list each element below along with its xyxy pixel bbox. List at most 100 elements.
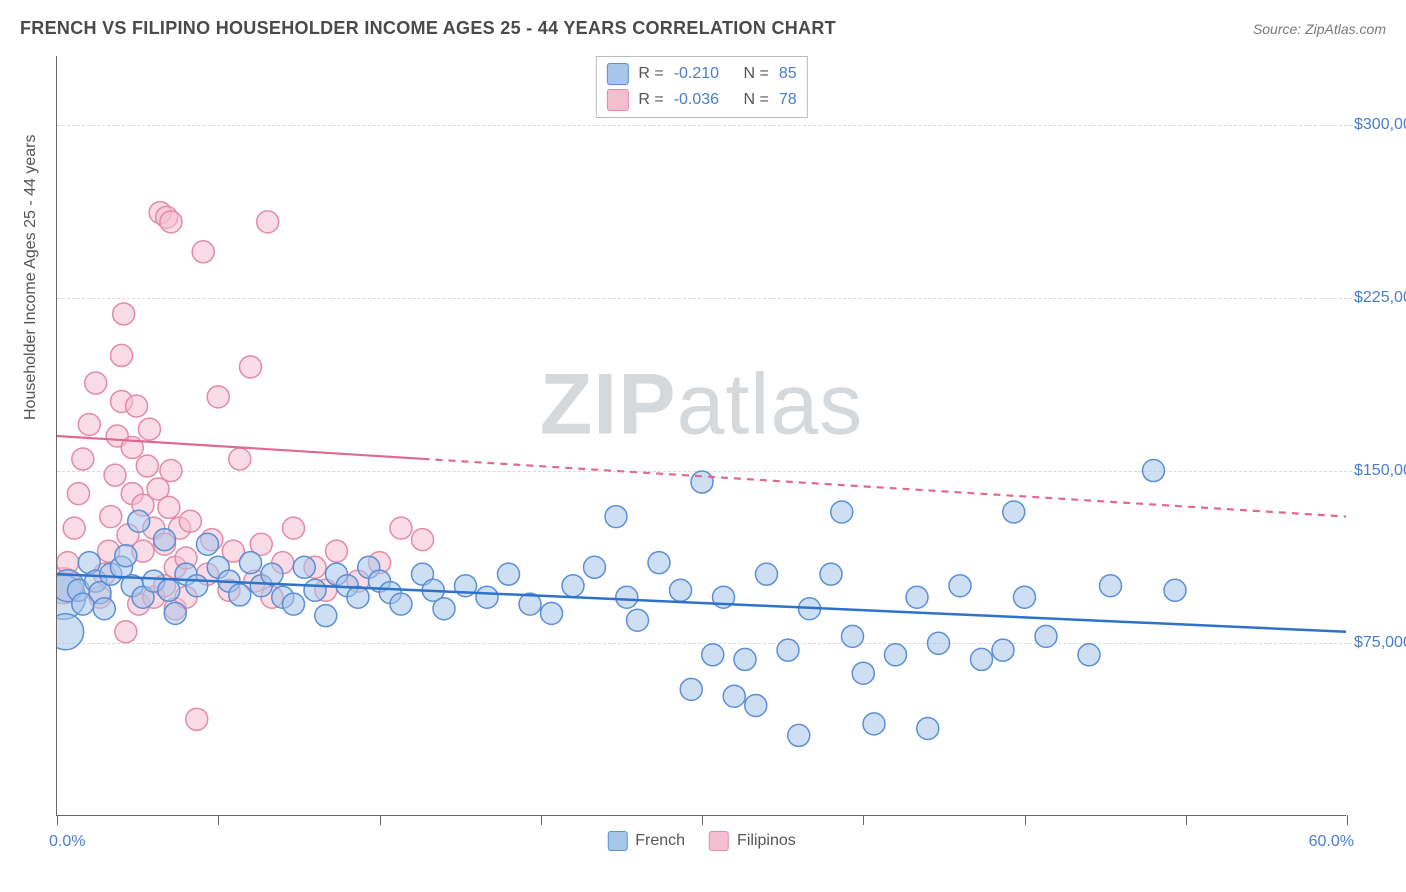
- data-point: [1164, 579, 1186, 601]
- trend-line-dashed: [423, 459, 1347, 517]
- data-point: [390, 517, 412, 539]
- y-tick-label: $75,000: [1354, 634, 1406, 652]
- legend-row-french: R = -0.210 N = 85: [606, 61, 796, 87]
- data-point: [158, 496, 180, 518]
- data-point: [433, 598, 455, 620]
- swatch-icon: [607, 831, 627, 851]
- data-point: [412, 529, 434, 551]
- y-tick-label: $300,000: [1354, 116, 1406, 134]
- data-point: [261, 563, 283, 585]
- data-point: [240, 356, 262, 378]
- legend-item-filipinos: Filipinos: [709, 831, 796, 851]
- data-point: [605, 506, 627, 528]
- x-tick: [380, 815, 381, 825]
- data-point: [648, 552, 670, 574]
- data-point: [541, 602, 563, 624]
- data-point: [691, 471, 713, 493]
- data-point: [971, 648, 993, 670]
- x-tick: [1347, 815, 1348, 825]
- data-point: [158, 579, 180, 601]
- data-point: [842, 625, 864, 647]
- n-value: 85: [779, 65, 797, 83]
- data-point: [820, 563, 842, 585]
- data-point: [616, 586, 638, 608]
- data-point: [164, 602, 186, 624]
- x-tick: [541, 815, 542, 825]
- data-point: [63, 517, 85, 539]
- data-point: [734, 648, 756, 670]
- data-point: [186, 708, 208, 730]
- data-point: [476, 586, 498, 608]
- chart-title: FRENCH VS FILIPINO HOUSEHOLDER INCOME AG…: [20, 18, 836, 39]
- data-point: [390, 593, 412, 615]
- data-point: [207, 386, 229, 408]
- data-point: [745, 694, 767, 716]
- x-tick: [863, 815, 864, 825]
- data-point: [928, 632, 950, 654]
- legend-row-filipinos: R = -0.036 N = 78: [606, 87, 796, 113]
- data-point: [906, 586, 928, 608]
- data-point: [57, 614, 84, 650]
- data-point: [104, 464, 126, 486]
- data-point: [723, 685, 745, 707]
- data-point: [186, 575, 208, 597]
- data-point: [326, 540, 348, 562]
- y-tick-label: $150,000: [1354, 462, 1406, 480]
- x-tick: [1186, 815, 1187, 825]
- data-point: [138, 418, 160, 440]
- data-point: [113, 303, 135, 325]
- data-point: [1003, 501, 1025, 523]
- data-point: [160, 211, 182, 233]
- data-point: [160, 460, 182, 482]
- data-point: [192, 241, 214, 263]
- x-tick: [57, 815, 58, 825]
- legend-item-french: French: [607, 831, 685, 851]
- data-point: [852, 662, 874, 684]
- r-value: -0.036: [674, 91, 719, 109]
- data-point: [992, 639, 1014, 661]
- swatch-icon: [606, 89, 628, 111]
- trend-line: [57, 574, 1346, 632]
- data-point: [283, 517, 305, 539]
- data-point: [917, 717, 939, 739]
- data-point: [111, 344, 133, 366]
- plot-area: ZIPatlas $75,000$150,000$225,000$300,000…: [56, 56, 1346, 816]
- data-point: [949, 575, 971, 597]
- x-tick: [218, 815, 219, 825]
- n-value: 78: [779, 91, 797, 109]
- data-point: [293, 556, 315, 578]
- data-point: [885, 644, 907, 666]
- series-legend: French Filipinos: [607, 831, 795, 851]
- x-axis-max-label: 60.0%: [1309, 833, 1354, 851]
- data-point: [584, 556, 606, 578]
- y-tick-label: $225,000: [1354, 289, 1406, 307]
- data-point: [756, 563, 778, 585]
- data-point: [136, 455, 158, 477]
- data-point: [315, 605, 337, 627]
- data-point: [257, 211, 279, 233]
- source-label: Source: ZipAtlas.com: [1253, 21, 1386, 37]
- x-tick: [1025, 815, 1026, 825]
- data-point: [680, 678, 702, 700]
- x-tick: [702, 815, 703, 825]
- data-point: [702, 644, 724, 666]
- data-point: [85, 372, 107, 394]
- data-point: [304, 579, 326, 601]
- r-value: -0.210: [674, 65, 719, 83]
- scatter-plot: [57, 56, 1346, 815]
- data-point: [229, 584, 251, 606]
- swatch-icon: [709, 831, 729, 851]
- data-point: [78, 413, 100, 435]
- data-point: [1078, 644, 1100, 666]
- data-point: [115, 621, 137, 643]
- data-point: [154, 529, 176, 551]
- data-point: [498, 563, 520, 585]
- data-point: [179, 510, 201, 532]
- data-point: [1014, 586, 1036, 608]
- data-point: [128, 510, 150, 532]
- data-point: [863, 713, 885, 735]
- swatch-icon: [606, 63, 628, 85]
- data-point: [777, 639, 799, 661]
- data-point: [831, 501, 853, 523]
- data-point: [126, 395, 148, 417]
